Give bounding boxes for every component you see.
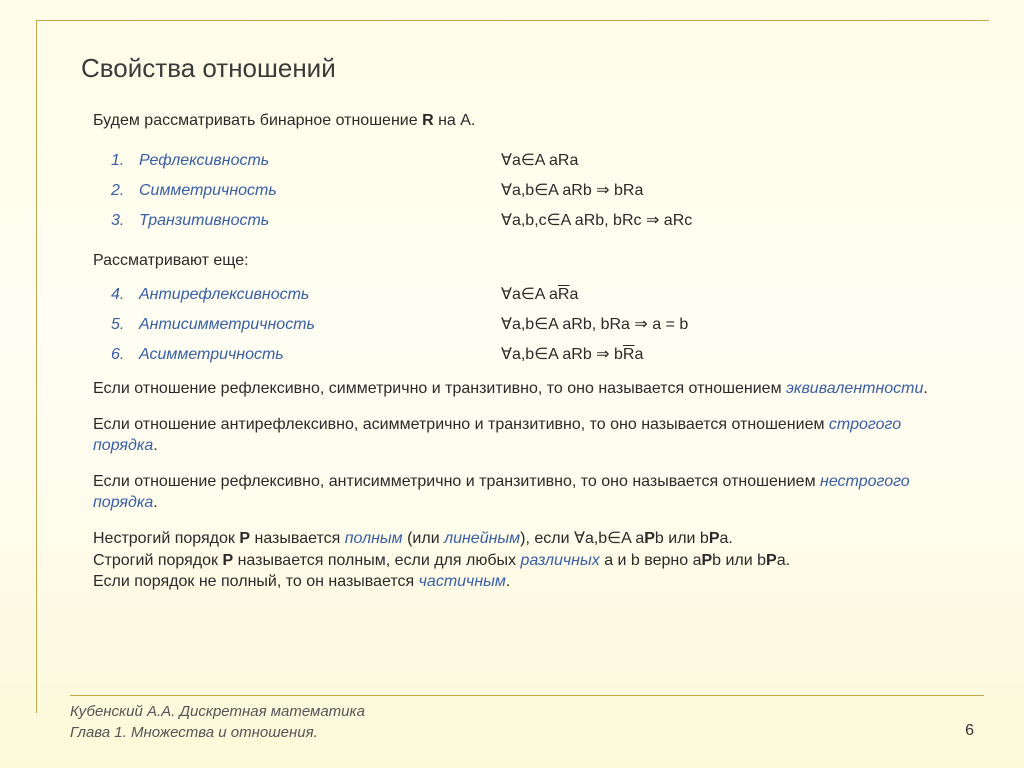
p6-post: . bbox=[506, 573, 510, 590]
intro-post: на A. bbox=[434, 112, 476, 129]
property-row: 2. Симметричность ∀a,b∈A aRb ⇒ bRa bbox=[111, 180, 958, 200]
formula-body: ∀a∈A aRa bbox=[501, 152, 578, 169]
property-label: 5. Антисимметричность bbox=[111, 316, 501, 334]
property-number: 5. bbox=[111, 316, 139, 334]
paragraph-strict-order: Если отношение антирефлексивно, асимметр… bbox=[93, 414, 946, 457]
formula-body: ∀a,b∈A aRb ⇒ bRa bbox=[501, 182, 643, 199]
footer-line-1: Кубенский А.А. Дискретная математика bbox=[70, 701, 365, 723]
properties-list-2: 4. Антирефлексивность ∀a∈A aRa 5. Антиси… bbox=[111, 284, 958, 364]
slide-title: Свойства отношений bbox=[81, 53, 958, 84]
property-formula: ∀a,b∈A aRb ⇒ bRa bbox=[501, 344, 643, 364]
frame-tick bbox=[979, 20, 989, 21]
property-row: 5. Антисимметричность ∀a,b∈A aRb, bRa ⇒ … bbox=[111, 314, 958, 334]
intro-pre: Будем рассматривать бинарное отношение bbox=[93, 112, 422, 129]
property-name: Антисимметричность bbox=[139, 316, 315, 334]
p5-P2: P bbox=[701, 552, 712, 569]
p1-term: эквивалентности bbox=[786, 380, 923, 397]
property-number: 3. bbox=[111, 212, 139, 230]
property-row: 4. Антирефлексивность ∀a∈A aRa bbox=[111, 284, 958, 304]
intro-R: R bbox=[422, 112, 434, 129]
p2-post: . bbox=[153, 437, 157, 454]
formula-pre: ∀a,b∈A aRb, bRa ⇒ a = b bbox=[501, 316, 688, 333]
p6-pre: Если порядок не полный, то он называется bbox=[93, 573, 419, 590]
p5-P3: P bbox=[766, 552, 777, 569]
footer-divider bbox=[70, 695, 984, 696]
p4-term1: полным bbox=[345, 530, 403, 547]
p5a: Строгий порядок bbox=[93, 552, 222, 569]
p4-P1: P bbox=[239, 530, 250, 547]
paragraph-nonstrict-order: Если отношение рефлексивно, антисимметри… bbox=[93, 471, 946, 514]
formula-overline: R bbox=[623, 346, 635, 363]
formula-body: ∀a,b,c∈A aRb, bRc ⇒ aRc bbox=[501, 212, 692, 229]
formula-pre: ∀a,b∈A aRb ⇒ b bbox=[501, 346, 623, 363]
p1-pre: Если отношение рефлексивно, симметрично … bbox=[93, 380, 786, 397]
paragraph-total-orders: Нестрогий порядок P называется полным (и… bbox=[93, 528, 946, 593]
p5c: a и b верно a bbox=[600, 552, 702, 569]
formula-post: a bbox=[634, 346, 643, 363]
property-number: 1. bbox=[111, 152, 139, 170]
p3-pre: Если отношение рефлексивно, антисимметри… bbox=[93, 473, 820, 490]
property-formula: ∀a∈A aRa bbox=[501, 284, 578, 304]
footer-text: Кубенский А.А. Дискретная математика Гла… bbox=[70, 701, 365, 745]
page-number: 6 bbox=[965, 722, 974, 740]
p5d: b или b bbox=[712, 552, 766, 569]
property-name: Рефлексивность bbox=[139, 152, 269, 170]
property-number: 6. bbox=[111, 346, 139, 364]
property-row: 1. Рефлексивность ∀a∈A aRa bbox=[111, 150, 958, 170]
p4-P2: P bbox=[644, 530, 655, 547]
p4-term2: линейным bbox=[444, 530, 520, 547]
p4a: Нестрогий порядок bbox=[93, 530, 239, 547]
property-formula: ∀a,b,c∈A aRb, bRc ⇒ aRc bbox=[501, 210, 692, 230]
property-label: 4. Антирефлексивность bbox=[111, 286, 501, 304]
p4b: называется bbox=[250, 530, 345, 547]
formula-pre: ∀a∈A a bbox=[501, 286, 558, 303]
slide-content: Свойства отношений Будем рассматривать б… bbox=[37, 21, 988, 603]
p4c: (или bbox=[403, 530, 444, 547]
p6-term: частичным bbox=[419, 573, 506, 590]
property-row: 3. Транзитивность ∀a,b,c∈A aRb, bRc ⇒ aR… bbox=[111, 210, 958, 230]
property-formula: ∀a,b∈A aRb ⇒ bRa bbox=[501, 180, 643, 200]
property-label: 2. Симметричность bbox=[111, 182, 501, 200]
property-formula: ∀a∈A aRa bbox=[501, 150, 578, 170]
p4f: a. bbox=[720, 530, 733, 547]
formula-post: a bbox=[569, 286, 578, 303]
p5-P1: P bbox=[222, 552, 233, 569]
p5-term: различных bbox=[520, 552, 599, 569]
property-number: 2. bbox=[111, 182, 139, 200]
p5b: называется полным, если для любых bbox=[233, 552, 520, 569]
paragraph-equivalence: Если отношение рефлексивно, симметрично … bbox=[93, 378, 946, 400]
p3-post: . bbox=[153, 494, 157, 511]
footer-line-2: Глава 1. Множества и отношения. bbox=[70, 722, 365, 744]
property-number: 4. bbox=[111, 286, 139, 304]
property-name: Симметричность bbox=[139, 182, 277, 200]
subheading-2: Рассматривают еще: bbox=[93, 252, 958, 270]
property-formula: ∀a,b∈A aRb, bRa ⇒ a = b bbox=[501, 314, 688, 334]
p2-pre: Если отношение антирефлексивно, асимметр… bbox=[93, 416, 829, 433]
property-label: 1. Рефлексивность bbox=[111, 152, 501, 170]
property-name: Асимметричность bbox=[139, 346, 284, 364]
property-label: 6. Асимметричность bbox=[111, 346, 501, 364]
property-name: Транзитивность bbox=[139, 212, 269, 230]
formula-overline: R bbox=[558, 286, 570, 303]
p1-post: . bbox=[923, 380, 927, 397]
property-label: 3. Транзитивность bbox=[111, 212, 501, 230]
properties-list-1: 1. Рефлексивность ∀a∈A aRa 2. Симметричн… bbox=[111, 150, 958, 230]
p4e: b или b bbox=[655, 530, 709, 547]
p5e: a. bbox=[777, 552, 790, 569]
intro-text: Будем рассматривать бинарное отношение R… bbox=[93, 112, 958, 130]
property-name: Антирефлексивность bbox=[139, 286, 309, 304]
p4d: ), если ∀a,b∈A a bbox=[520, 530, 644, 547]
property-row: 6. Асимметричность ∀a,b∈A aRb ⇒ bRa bbox=[111, 344, 958, 364]
p4-P3: P bbox=[709, 530, 720, 547]
slide-frame: Свойства отношений Будем рассматривать б… bbox=[36, 20, 988, 713]
